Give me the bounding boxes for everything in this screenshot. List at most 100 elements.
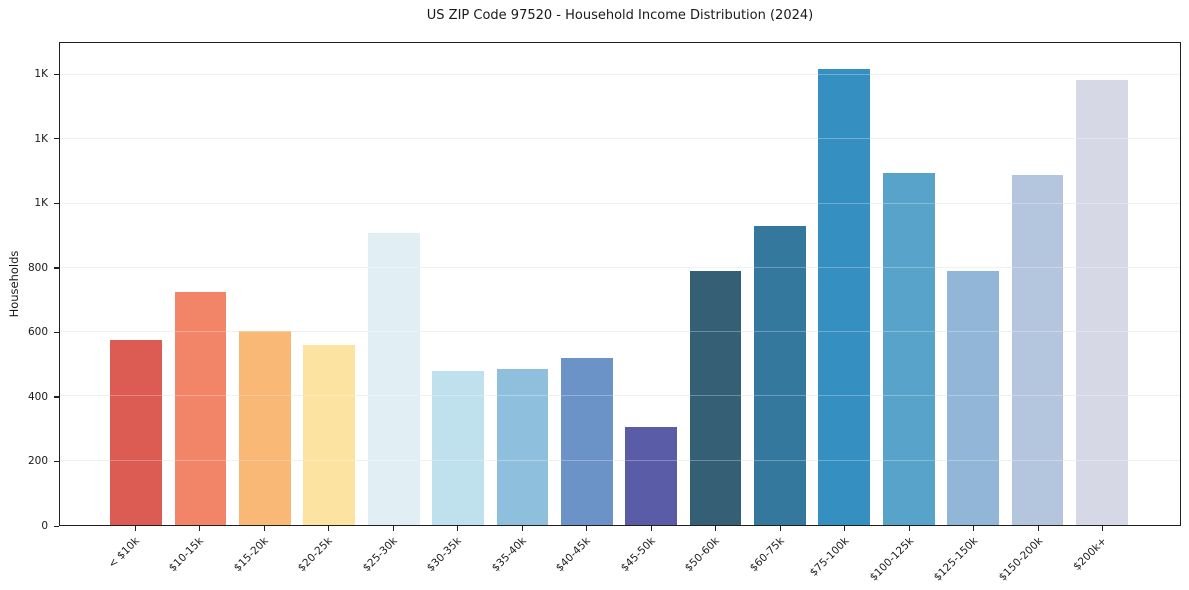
gridline xyxy=(60,395,1180,397)
gridline xyxy=(60,266,1180,268)
y-tick-mark xyxy=(54,331,59,334)
x-tick-label: $10-15k xyxy=(167,535,207,575)
gridline xyxy=(60,138,1180,140)
gridline xyxy=(60,266,1180,268)
x-tick-label: $200k+ xyxy=(1071,535,1110,573)
x-tick-mark xyxy=(392,526,394,531)
x-tick-mark xyxy=(1102,526,1104,531)
y-tick-label: 800 xyxy=(27,261,48,274)
x-tick-mark xyxy=(973,526,975,531)
gridline xyxy=(60,459,1180,461)
y-tick-label: 400 xyxy=(27,390,48,403)
y-tick-label: 0 xyxy=(41,520,48,532)
x-tick-label: $15-20k xyxy=(231,535,271,575)
x-tick-label: $25-30k xyxy=(360,535,400,575)
x-tick-mark xyxy=(521,526,523,531)
bar-$25-30k xyxy=(367,232,420,525)
x-tick-label: $30-35k xyxy=(425,535,465,575)
bar-slot xyxy=(877,43,941,525)
y-tick: 600 xyxy=(0,325,59,339)
bar-slot xyxy=(812,43,876,525)
bar-$35-40k xyxy=(496,369,549,525)
y-tick: 800 xyxy=(0,261,59,275)
bars-container xyxy=(104,43,1134,525)
bar-slot xyxy=(490,43,554,525)
x-tick-mark xyxy=(457,526,459,531)
y-tick-label: 1K xyxy=(34,68,48,81)
gridline xyxy=(60,459,1180,461)
y-tick: 400 xyxy=(0,390,59,404)
bar-$15-20k xyxy=(239,330,291,525)
gridline xyxy=(60,331,1180,333)
bar-slot xyxy=(362,43,426,525)
bar-$150-200k xyxy=(1011,174,1064,525)
x-tick-mark xyxy=(328,526,330,531)
x-tick-label: $125-150k xyxy=(931,535,981,584)
bar-$60-75k xyxy=(754,226,806,525)
bar-slot xyxy=(619,43,683,525)
bar-$200k+ xyxy=(1075,79,1128,525)
y-axis-ticks: 0 200 400 600 800 1K 1K 1K xyxy=(0,42,59,532)
bar-slot xyxy=(941,43,1005,525)
gridlines-overlay xyxy=(60,43,1180,525)
x-tick-mark xyxy=(199,526,201,531)
bar-slot xyxy=(168,43,232,525)
bar-$10-15k xyxy=(174,292,227,525)
y-tick-label: 200 xyxy=(27,455,48,468)
bar-$45-50k xyxy=(625,427,678,525)
gridline xyxy=(60,138,1180,140)
gridline xyxy=(60,395,1180,397)
x-tick-label: $45-50k xyxy=(618,535,658,575)
gridlines xyxy=(60,43,1180,525)
y-tick: 200 xyxy=(0,454,59,468)
gridline xyxy=(60,202,1180,204)
gridline xyxy=(60,74,1180,76)
gridline xyxy=(60,331,1180,333)
y-tick-mark xyxy=(54,460,59,463)
y-tick-mark xyxy=(54,73,59,75)
bar-slot xyxy=(104,43,168,525)
gridline xyxy=(60,74,1180,76)
x-tick-mark xyxy=(134,526,136,531)
bar-slot xyxy=(426,43,490,525)
bar-$75-100k xyxy=(818,68,871,525)
x-tick-mark xyxy=(263,526,265,531)
x-tick-label: $35-40k xyxy=(489,535,529,575)
y-tick-label: 600 xyxy=(27,326,48,339)
x-tick-mark xyxy=(908,526,910,531)
y-tick: 0 xyxy=(0,519,59,533)
y-tick-label: 1K xyxy=(34,197,48,210)
y-tick-mark xyxy=(54,525,59,527)
x-tick-label: $60-75k xyxy=(747,535,787,575)
x-tick-label: $100-125k xyxy=(867,535,916,584)
x-tick-label: $20-25k xyxy=(296,535,336,575)
x-tick-mark xyxy=(650,526,652,531)
bar-$30-35k xyxy=(432,370,484,525)
x-tick-label: $40-45k xyxy=(554,535,594,575)
y-tick-mark xyxy=(54,138,59,140)
x-tick-mark xyxy=(586,526,588,531)
bar-$40-45k xyxy=(560,357,613,525)
x-tick-label: $75-100k xyxy=(807,535,852,579)
x-tick-mark xyxy=(715,526,717,531)
y-tick-mark xyxy=(54,396,59,398)
bar-slot xyxy=(297,43,361,525)
x-tick-label: $50-60k xyxy=(683,535,723,575)
bar-slot xyxy=(683,43,747,525)
bar-slot xyxy=(748,43,812,525)
y-tick: 1K xyxy=(0,132,59,146)
x-tick-mark xyxy=(1037,526,1039,531)
x-tick-label: $150-200k xyxy=(996,535,1045,584)
chart-title: US ZIP Code 97520 - Household Income Dis… xyxy=(426,8,814,23)
x-tick-label: < $10k xyxy=(106,535,142,571)
bar-$100-125k xyxy=(882,173,935,525)
x-axis-ticks: < $10k $10-15k $15-20k $20-25k $25-30k $30-35… xyxy=(59,526,1181,590)
bar-$50-60k xyxy=(689,271,742,525)
y-tick: 1K xyxy=(0,196,59,210)
bar-slot xyxy=(1005,43,1069,525)
bar-slot xyxy=(555,43,619,525)
x-tick-mark xyxy=(779,526,781,531)
x-tick-mark xyxy=(844,526,846,531)
y-tick-label: 1K xyxy=(34,132,48,145)
